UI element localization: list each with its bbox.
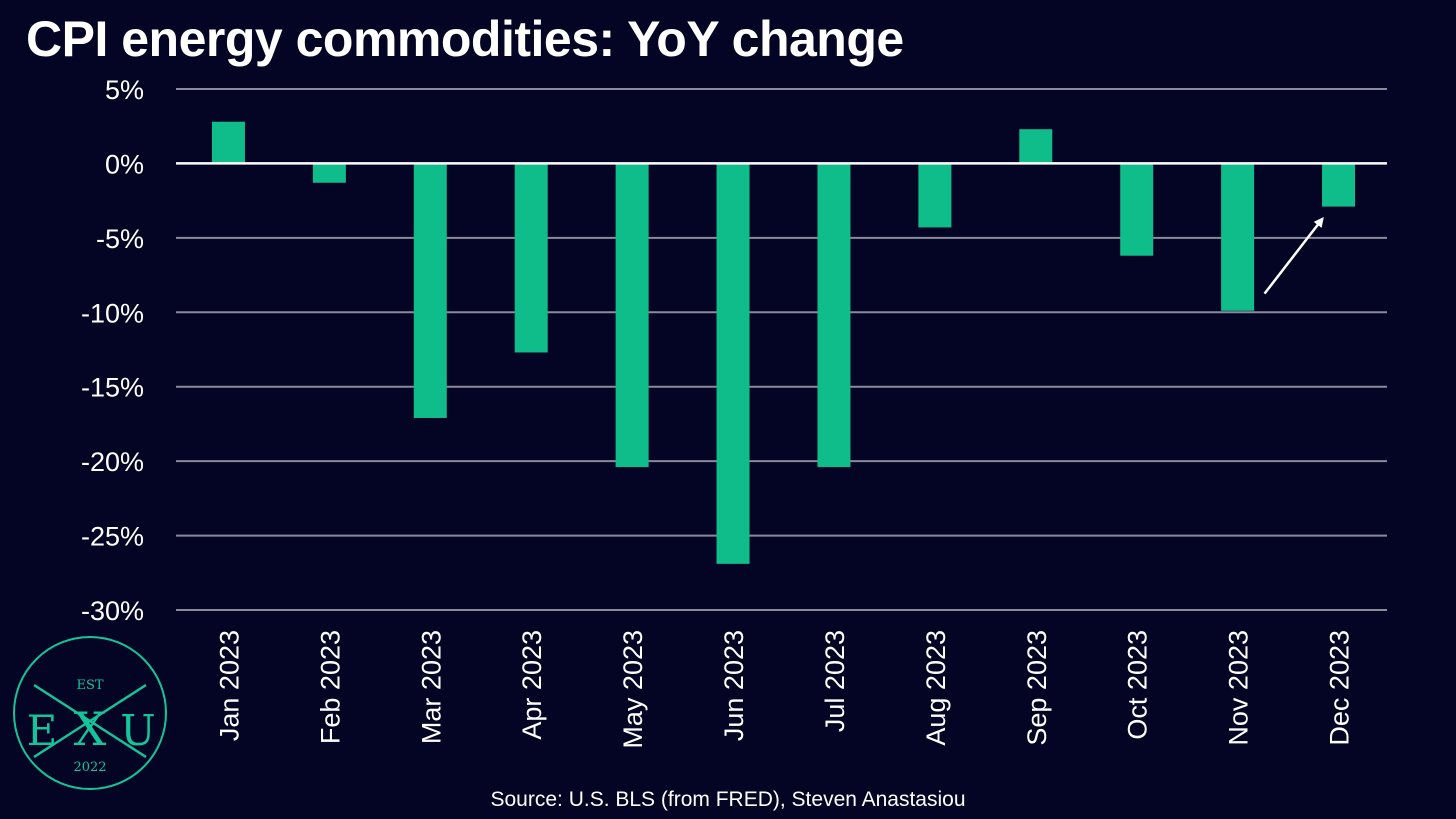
bar	[918, 163, 952, 228]
chart-title: CPI energy commodities: YoY change	[26, 11, 904, 67]
x-category-label: Mar 2023	[416, 630, 446, 744]
logo-est-text: EST	[76, 678, 103, 693]
exu-logo: EST E X U 2022	[13, 636, 167, 790]
logo-year-text: 2022	[73, 760, 106, 775]
bar	[1221, 163, 1255, 311]
logo-letter-e: E	[27, 706, 58, 755]
x-category-label: Aug 2023	[921, 630, 951, 746]
bar	[312, 163, 346, 183]
x-category-label: Apr 2023	[517, 630, 547, 740]
y-tick-label: -5%	[96, 224, 144, 254]
y-tick-label: 5%	[105, 75, 144, 105]
y-axis-tick-labels: 5% 0% -5% -10% -15% -20% -25% -30%	[81, 75, 144, 626]
bars	[211, 121, 1356, 564]
x-category-label: Oct 2023	[1123, 630, 1153, 740]
x-axis-category-labels: Jan 2023 Feb 2023 Mar 2023 Apr 2023 May 2023…	[214, 630, 1354, 749]
y-tick-label: -30%	[81, 596, 144, 626]
source-note: Source: U.S. BLS (from FRED), Steven Ana…	[490, 788, 966, 811]
x-category-label: Jan 2023	[214, 630, 244, 741]
y-tick-label: 0%	[105, 149, 144, 179]
y-tick-label: -15%	[81, 373, 144, 403]
x-category-label: Nov 2023	[1224, 630, 1254, 746]
annotations	[1263, 217, 1324, 295]
logo-letter-u: U	[120, 706, 155, 755]
bar	[716, 163, 750, 564]
bar	[413, 163, 447, 418]
y-tick-label: -10%	[81, 298, 144, 328]
bar	[514, 163, 548, 353]
bar	[1322, 163, 1356, 207]
x-category-label: Sep 2023	[1022, 630, 1052, 746]
x-category-label: Dec 2023	[1325, 630, 1355, 746]
y-tick-label: -20%	[81, 447, 144, 477]
bar	[1120, 163, 1154, 256]
bar	[615, 163, 649, 468]
annotation-arrow	[1263, 217, 1324, 295]
x-category-label: May 2023	[618, 630, 648, 749]
bar	[817, 163, 851, 468]
gridlines	[176, 88, 1387, 611]
x-category-label: Feb 2023	[315, 630, 345, 744]
x-category-label: Jun 2023	[719, 630, 749, 741]
y-tick-label: -25%	[81, 522, 144, 552]
logo-letter-x: X	[74, 702, 107, 756]
logo-ring	[13, 636, 167, 790]
x-category-label: Jul 2023	[820, 630, 850, 732]
logo-swoosh	[33, 683, 147, 759]
bar	[1019, 129, 1053, 164]
bar	[211, 121, 245, 164]
